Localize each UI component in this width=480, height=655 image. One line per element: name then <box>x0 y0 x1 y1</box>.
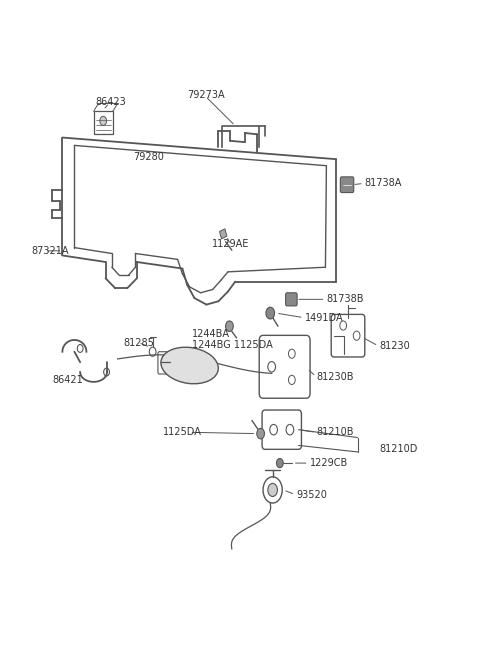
Bar <box>94 111 113 134</box>
Text: 81230: 81230 <box>379 341 410 351</box>
Circle shape <box>162 363 167 369</box>
Circle shape <box>276 458 283 468</box>
Text: 1244BA: 1244BA <box>192 329 230 339</box>
Text: 81738A: 81738A <box>365 178 402 189</box>
Text: 1125DA: 1125DA <box>163 427 202 438</box>
Text: 1129AE: 1129AE <box>212 238 249 249</box>
Bar <box>219 229 227 239</box>
Text: 79280: 79280 <box>133 152 164 162</box>
Circle shape <box>288 375 295 384</box>
Circle shape <box>288 349 295 358</box>
Bar <box>334 335 344 354</box>
Circle shape <box>104 368 109 376</box>
Text: 86423: 86423 <box>95 96 126 107</box>
Text: 1491DA: 1491DA <box>305 312 343 323</box>
Circle shape <box>268 483 277 496</box>
Text: 81738B: 81738B <box>326 294 364 305</box>
Text: 1244BG 1125DA: 1244BG 1125DA <box>192 340 273 350</box>
Text: 81230B: 81230B <box>317 371 354 382</box>
Text: 81210D: 81210D <box>379 443 418 454</box>
Circle shape <box>286 424 294 435</box>
FancyBboxPatch shape <box>262 410 301 449</box>
Text: 79273A: 79273A <box>188 90 225 100</box>
FancyBboxPatch shape <box>158 352 171 374</box>
FancyBboxPatch shape <box>331 314 365 357</box>
Circle shape <box>149 347 156 356</box>
Circle shape <box>268 362 276 372</box>
Circle shape <box>226 321 233 331</box>
Circle shape <box>162 355 167 362</box>
Text: 86421: 86421 <box>53 375 84 385</box>
Text: 81210B: 81210B <box>317 427 354 438</box>
Circle shape <box>340 321 347 330</box>
Circle shape <box>266 307 275 319</box>
FancyBboxPatch shape <box>259 335 310 398</box>
Circle shape <box>263 477 282 503</box>
Circle shape <box>100 116 107 126</box>
Text: 87321A: 87321A <box>31 246 69 256</box>
Circle shape <box>77 345 83 352</box>
Circle shape <box>353 331 360 340</box>
Circle shape <box>270 424 277 435</box>
Text: 81285: 81285 <box>124 337 155 348</box>
Circle shape <box>257 428 264 439</box>
Text: 93520: 93520 <box>296 489 327 500</box>
Ellipse shape <box>161 347 218 384</box>
FancyBboxPatch shape <box>340 177 354 193</box>
FancyBboxPatch shape <box>286 293 297 306</box>
Text: 1229CB: 1229CB <box>310 458 348 468</box>
